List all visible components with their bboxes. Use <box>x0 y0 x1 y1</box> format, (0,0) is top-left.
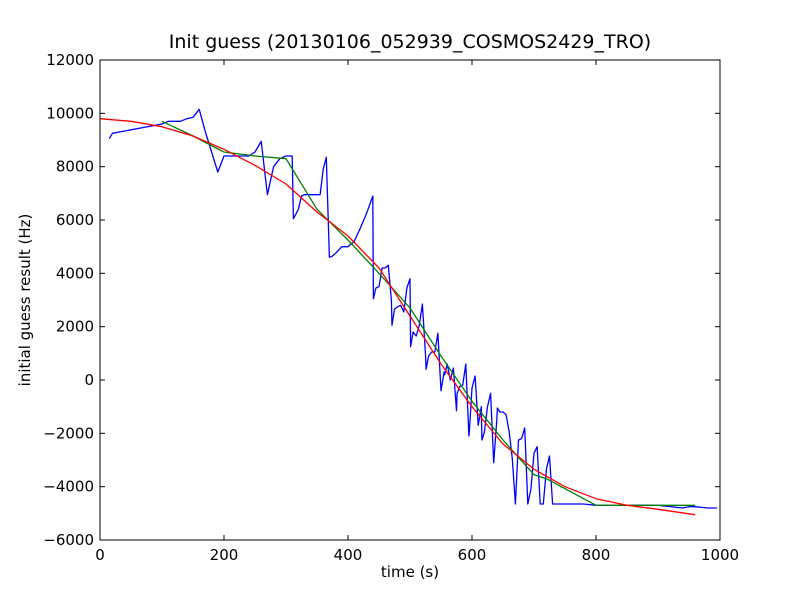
x-tick-label: 800 <box>582 546 611 564</box>
series-line-2 <box>99 118 696 516</box>
series-line-1 <box>161 120 696 506</box>
y-tick-label: 4000 <box>56 264 94 282</box>
y-tick-label: −2000 <box>43 424 94 442</box>
y-axis-label: initial guess result (Hz) <box>16 214 34 387</box>
series-layer <box>99 108 717 516</box>
y-tick-label: 10000 <box>46 104 94 122</box>
y-tick-label: 8000 <box>56 158 94 176</box>
x-tick-label: 400 <box>334 546 363 564</box>
x-tick-label: 0 <box>95 546 105 564</box>
x-tick-label: 200 <box>210 546 239 564</box>
y-tick-label: 0 <box>84 371 94 389</box>
y-tick-label: −4000 <box>43 478 94 496</box>
y-tick-label: 12000 <box>46 51 94 69</box>
series-line-0 <box>108 108 717 509</box>
x-tick-label: 600 <box>458 546 487 564</box>
y-tick-label: 2000 <box>56 318 94 336</box>
plot-frame <box>99 59 721 541</box>
ticks-layer: 0 200 400 600 800 1000 −6000 −4000 −2000 0 2000 400… <box>43 51 739 564</box>
y-tick-label: −6000 <box>43 531 94 549</box>
x-axis-label: time (s) <box>381 563 439 581</box>
x-tick-label: 1000 <box>701 546 739 564</box>
y-tick-label: 6000 <box>56 211 94 229</box>
chart-title: Init guess (20130106_052939_COSMOS2429_T… <box>169 31 651 53</box>
